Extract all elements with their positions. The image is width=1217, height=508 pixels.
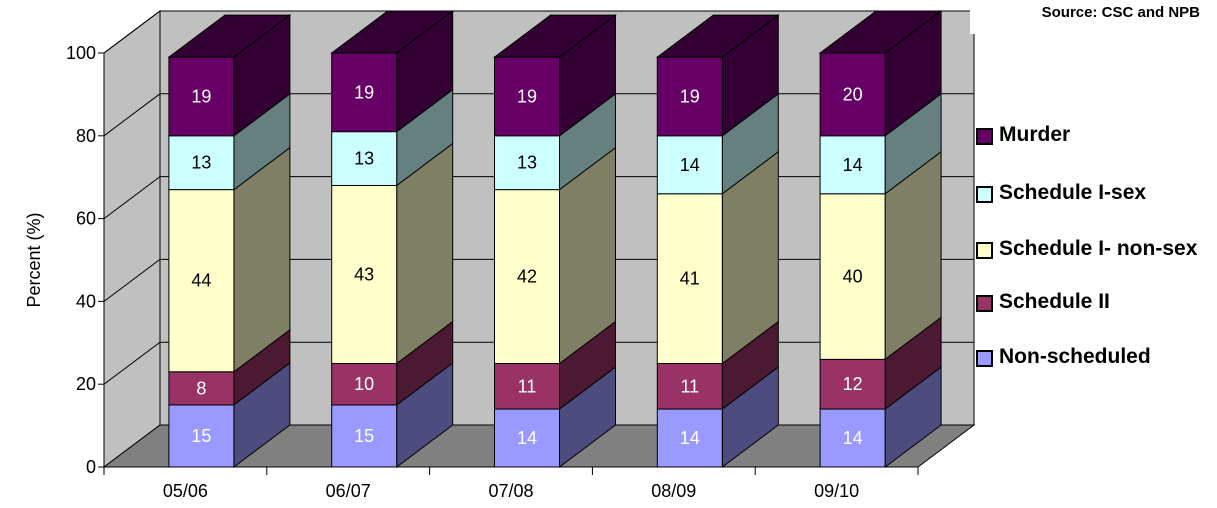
data-label-schedule-i-non-sex: 42: [517, 267, 537, 287]
bar-murder: [168, 56, 235, 137]
data-label-schedule-ii: 11: [680, 376, 699, 396]
data-label-schedule-ii: 8: [196, 378, 206, 398]
legend-item-schedule-ii: Schedule II: [976, 290, 1204, 313]
data-label-schedule-ii: 12: [843, 374, 863, 394]
legend-label-non-scheduled: Non-scheduled: [999, 345, 1151, 368]
bar-non-scheduled: [494, 408, 560, 468]
y-axis-label: Percent (%): [24, 212, 44, 307]
bar-top: [167, 14, 292, 58]
data-label-non-scheduled: 14: [680, 428, 700, 448]
data-label-schedule-ii: 11: [518, 376, 537, 396]
bar-schedule-ii: [331, 363, 398, 406]
legend-item-murder: Murder: [976, 123, 1204, 146]
bar-non-scheduled: [819, 408, 886, 468]
bar-schedule-ii: [819, 358, 886, 410]
data-label-murder: 19: [680, 86, 700, 106]
x-tick-label: 09/10: [814, 481, 859, 501]
bar-schedule-i-sex: [819, 135, 886, 195]
data-label-schedule-i-sex: 14: [843, 155, 863, 175]
bar-schedule-ii: [656, 363, 723, 410]
bar-schedule-i-sex: [494, 135, 560, 191]
data-label-schedule-i-sex: 13: [191, 153, 211, 173]
data-label-non-scheduled: 15: [354, 426, 374, 446]
bar-murder: [656, 56, 723, 137]
bar-top: [492, 14, 618, 58]
legend-label-schedule-i-sex: Schedule I-sex: [999, 181, 1147, 204]
bar-top: [818, 10, 943, 54]
data-label-non-scheduled: 14: [843, 428, 863, 448]
bar-stack-07-08: 14 11 42 13 19: [492, 14, 618, 468]
y-tick-label: 20: [76, 374, 96, 394]
data-label-schedule-i-non-sex: 43: [354, 264, 374, 284]
source-note: Source: CSC and NPB: [970, 2, 1200, 34]
legend-label-schedule-ii: Schedule II: [999, 290, 1110, 313]
bar-schedule-i-sex: [331, 131, 398, 186]
data-label-non-scheduled: 15: [191, 426, 211, 446]
bar-schedule-i-non-sex: [168, 189, 235, 373]
side-wall: [103, 10, 161, 468]
bar-schedule-ii: [168, 371, 235, 406]
bar-stack-09-10: 14 12 40 14 20: [818, 10, 943, 468]
data-label-schedule-i-non-sex: 40: [843, 267, 863, 287]
bar-schedule-i-sex: [656, 135, 723, 195]
bar-murder: [331, 52, 398, 133]
bar-stack-06-07: 15 10 43 13 19: [330, 10, 455, 468]
legend-label-murder: Murder: [999, 123, 1071, 146]
y-tick-label: 100: [66, 43, 96, 63]
data-label-schedule-i-non-sex: 44: [191, 271, 211, 291]
gridline: [103, 10, 974, 54]
bar-murder: [819, 52, 886, 137]
bar-non-scheduled: [656, 408, 723, 468]
x-tick-label: 06/07: [326, 481, 371, 501]
y-tick-label: 0: [86, 457, 96, 477]
legend-item-non-scheduled: Non-scheduled: [976, 345, 1204, 368]
bar-stack-05-06: 15 8 44 13 19: [167, 14, 292, 468]
legend-item-schedule-i-non-sex: Schedule I- non-sex: [976, 237, 1204, 260]
y-tick-label: 60: [76, 209, 96, 229]
data-label-non-scheduled: 14: [517, 428, 537, 448]
bar-stack-08-09: 14 11 41 14 19: [655, 14, 780, 468]
data-label-schedule-i-sex: 13: [517, 153, 537, 173]
legend-label-schedule-i-non-sex: Schedule I- non-sex: [999, 237, 1198, 260]
legend-swatch-schedule-i-non-sex: [976, 242, 993, 259]
data-label-murder: 19: [191, 86, 211, 106]
x-tick-label: 07/08: [488, 481, 533, 501]
bar-non-scheduled: [168, 404, 235, 468]
y-tick-label: 40: [76, 291, 96, 311]
data-label-schedule-i-sex: 13: [354, 149, 374, 169]
bar-schedule-i-non-sex: [494, 189, 560, 364]
data-label-murder: 19: [354, 82, 374, 102]
bar-top: [330, 10, 455, 54]
data-label-murder: 20: [843, 84, 863, 104]
legend-swatch-schedule-ii: [976, 295, 993, 312]
data-label-schedule-i-sex: 14: [680, 155, 700, 175]
x-tick-label: 05/06: [163, 481, 208, 501]
bar-schedule-i-non-sex: [819, 193, 886, 360]
legend-item-schedule-i-sex: Schedule I-sex: [976, 181, 1204, 204]
bar-non-scheduled: [331, 404, 398, 468]
y-tick-label: 80: [76, 126, 96, 146]
bar-top: [655, 14, 780, 58]
data-label-schedule-i-non-sex: 41: [680, 269, 700, 289]
data-label-murder: 19: [517, 86, 537, 106]
data-label-schedule-ii: 10: [354, 374, 374, 394]
x-tick-label: 08/09: [651, 481, 696, 501]
legend-swatch-murder: [976, 128, 993, 145]
bar-schedule-i-non-sex: [656, 193, 723, 364]
bar-murder: [494, 56, 560, 137]
legend: Murder Schedule I-sex Schedule I- non-se…: [976, 0, 1217, 508]
legend-swatch-non-scheduled: [976, 350, 993, 367]
bar-schedule-i-sex: [168, 135, 235, 191]
legend-swatch-schedule-i-sex: [976, 186, 993, 203]
